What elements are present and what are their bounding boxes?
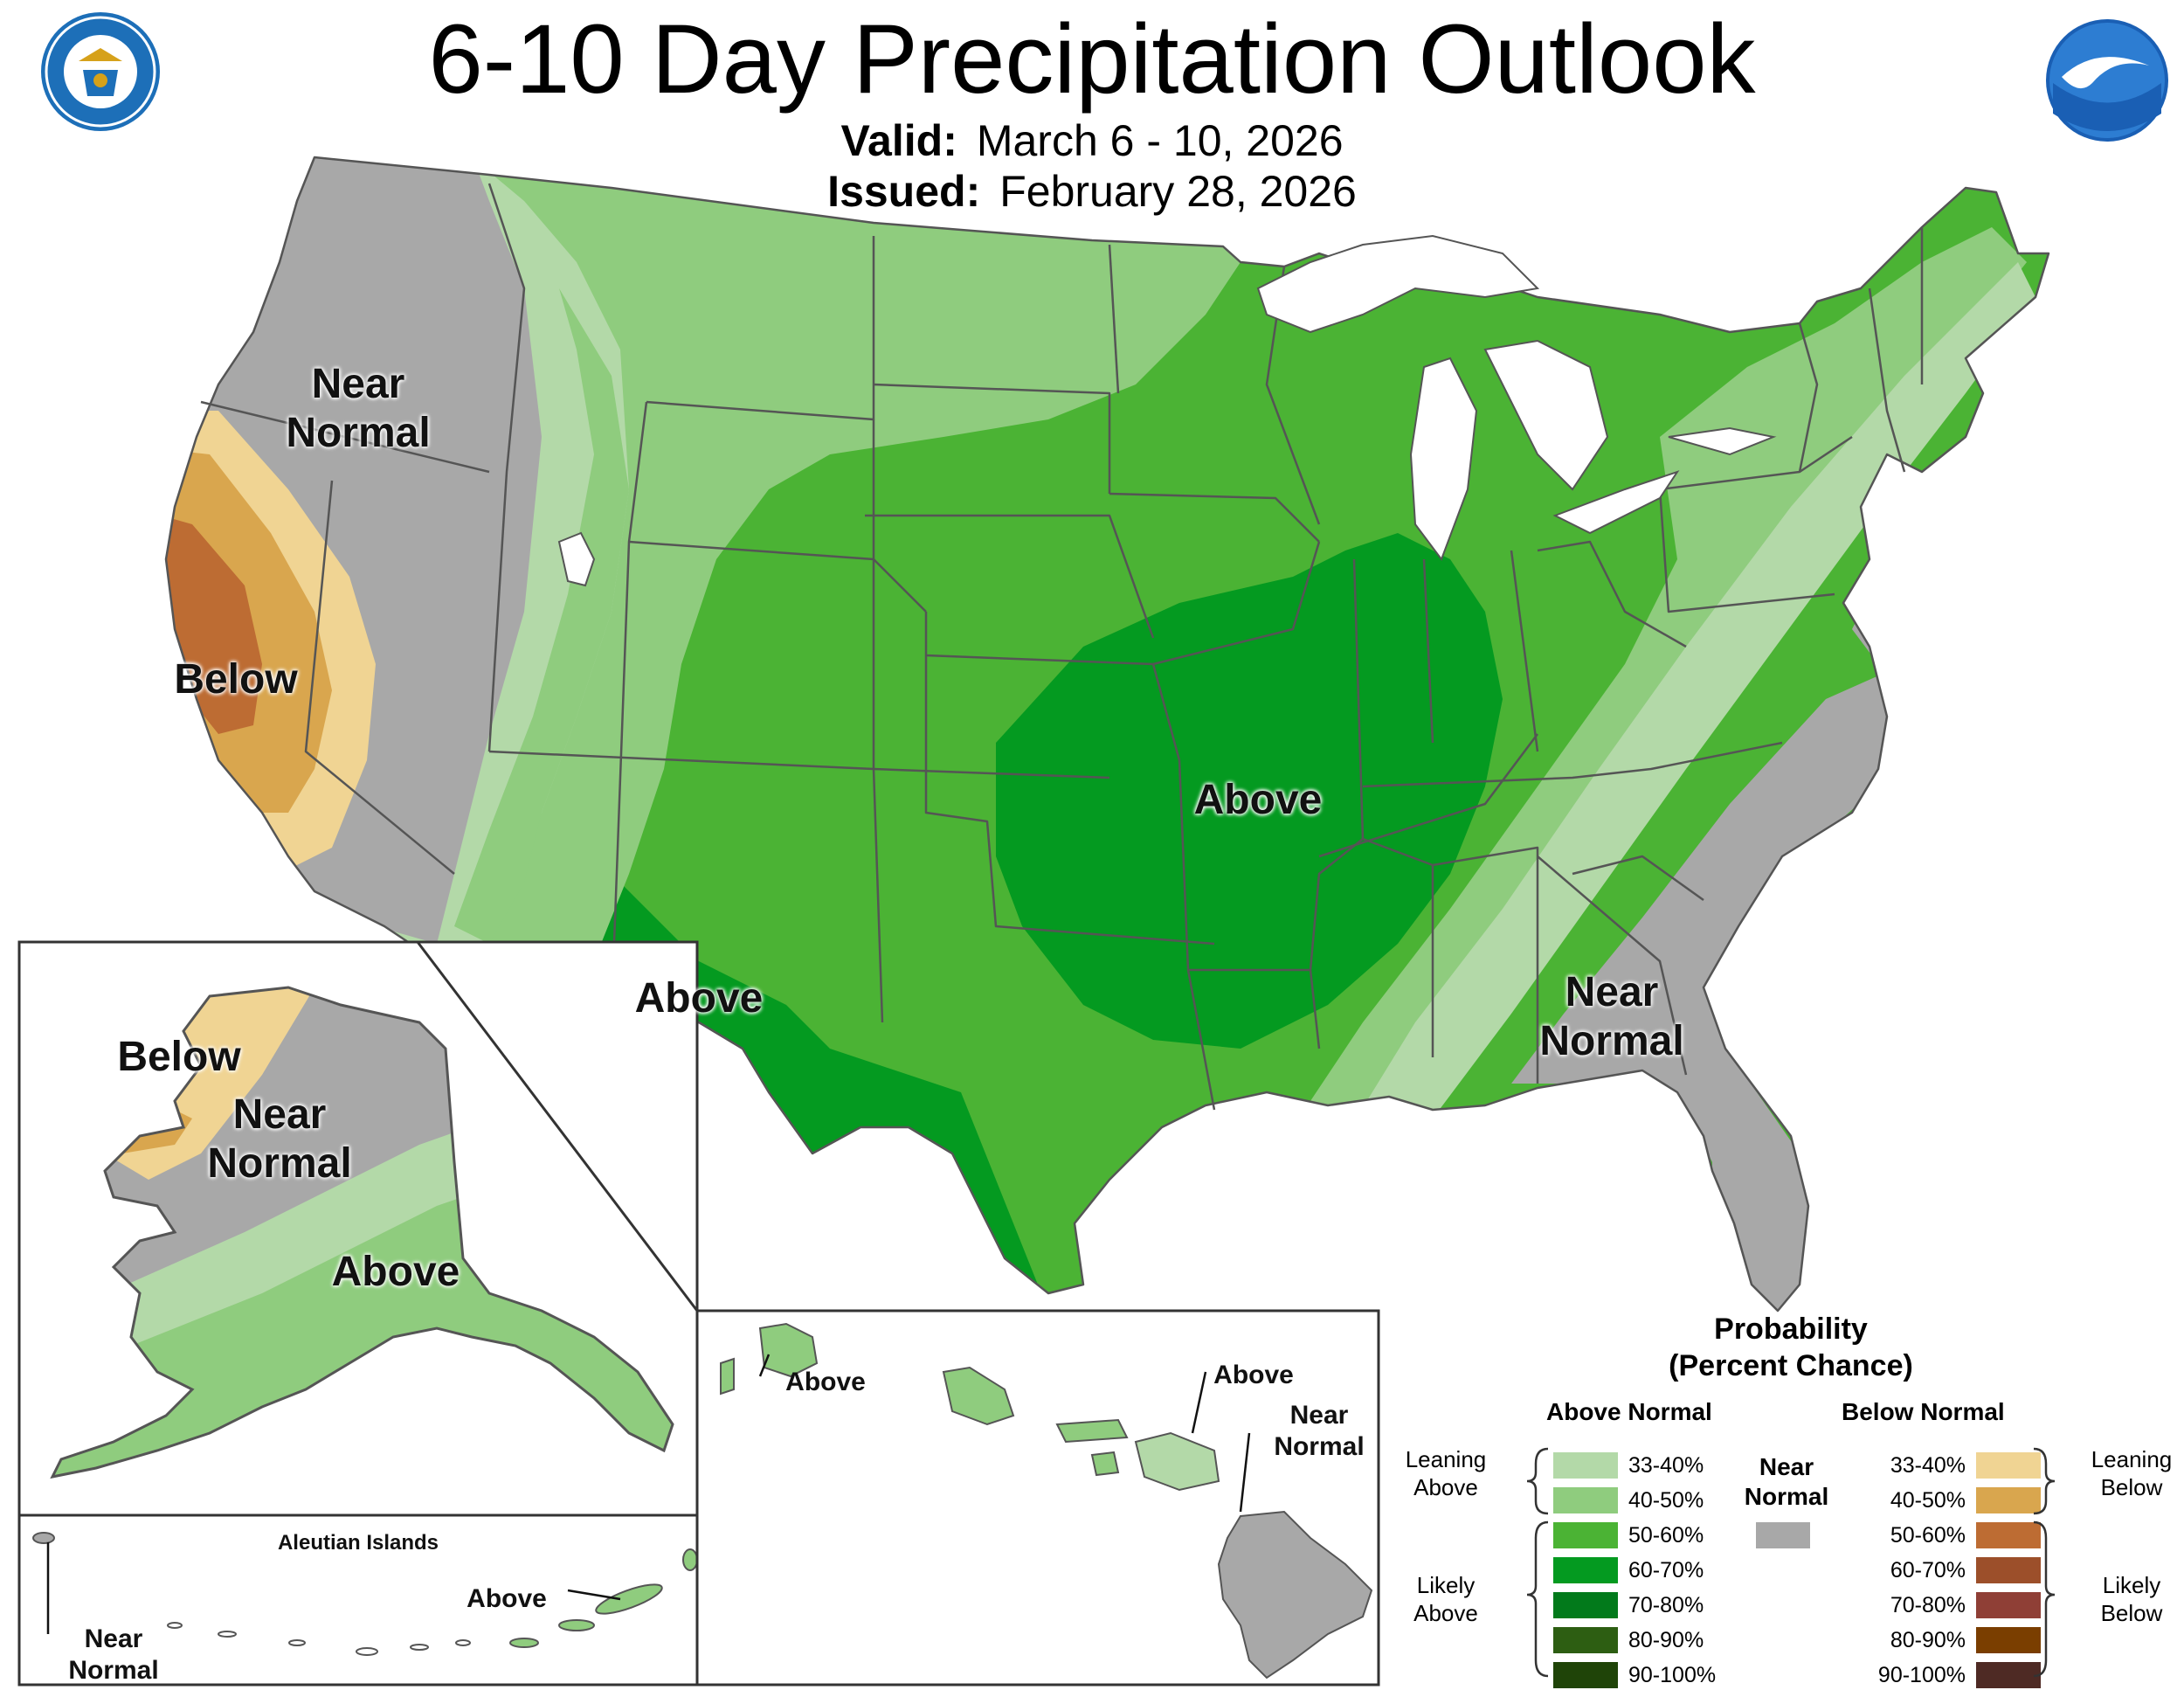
lake-ontario xyxy=(1668,426,1777,456)
legend: Probability (Percent Chance) Above Norma… xyxy=(1398,1311,2184,1688)
legend-below-swatch xyxy=(1976,1452,2041,1479)
aleutian-title: Aleutian Islands xyxy=(277,1531,439,1555)
legend-above-row: 40-50% xyxy=(1553,1486,1731,1515)
molokai xyxy=(1055,1418,1129,1444)
legend-below-row: 33-40% xyxy=(1863,1451,2041,1480)
conus-above-33-40-east xyxy=(1345,262,2035,1136)
legend-leaning-above: Leaning Above xyxy=(1405,1446,1487,1500)
legend-below-row: 40-50% xyxy=(1863,1486,2041,1515)
label-near-normal-southeast: Near Normal xyxy=(1539,969,1684,1064)
label-hawaii-near-normal: Near Normal xyxy=(1274,1401,1365,1461)
legend-above-row: 90-100% xyxy=(1553,1660,1731,1690)
legend-below-head: Below Normal xyxy=(1842,1398,2005,1425)
legend-above-row: 70-80% xyxy=(1553,1590,1731,1620)
maui xyxy=(1134,1431,1220,1492)
legend-above-label: 60-70% xyxy=(1628,1557,1704,1583)
hawaii-inset xyxy=(695,1309,1380,1687)
legend-below-row: 90-100% xyxy=(1863,1660,2041,1690)
legend-below-label: 70-80% xyxy=(1890,1592,1966,1617)
department-of-commerce-seal xyxy=(41,12,160,131)
conus-above-40-50-west-inner xyxy=(454,288,629,944)
legend-below-row: 70-80% xyxy=(1863,1590,2041,1620)
lake-erie xyxy=(1552,470,1680,535)
aleutian-inset xyxy=(17,1513,699,1687)
legend-above-swatch xyxy=(1553,1452,1618,1479)
noaa-logo xyxy=(2046,19,2168,142)
legend-above-swatch xyxy=(1553,1522,1618,1548)
page-title: 6-10 Day Precipitation Outlook xyxy=(428,4,1756,114)
legend-above-row: 33-40% xyxy=(1553,1451,1731,1480)
legend-below-label: 40-50% xyxy=(1890,1487,1966,1513)
legend-below-row: 80-90% xyxy=(1863,1625,2041,1655)
legend-above-row: 60-70% xyxy=(1553,1555,1731,1585)
legend-above-label: 70-80% xyxy=(1628,1592,1704,1617)
label-aleutian-above: Above xyxy=(467,1584,547,1613)
legend-below-label: 60-70% xyxy=(1890,1557,1966,1583)
niihau xyxy=(720,1357,735,1396)
conus-above-40-50-north xyxy=(454,157,1241,1005)
oahu xyxy=(942,1366,1015,1426)
legend-above-label: 50-60% xyxy=(1628,1522,1704,1548)
legend-above-label: 40-50% xyxy=(1628,1487,1704,1513)
legend-above-swatch xyxy=(1553,1627,1618,1653)
lake-huron xyxy=(1483,339,1609,491)
legend-above-row: 80-90% xyxy=(1553,1625,1731,1655)
lake-superior xyxy=(1256,234,1540,334)
legend-below-label: 50-60% xyxy=(1890,1522,1966,1548)
legend-above-label: 33-40% xyxy=(1628,1452,1704,1478)
legend-above-swatch xyxy=(1553,1662,1618,1688)
big-island xyxy=(1217,1510,1373,1680)
legend-near-swatch xyxy=(1756,1522,1810,1548)
legend-leaning-below: Leaning Below xyxy=(2091,1446,2173,1500)
issued-value: February 28, 2026 xyxy=(999,167,1357,216)
legend-below-row: 60-70% xyxy=(1863,1555,2041,1585)
legend-braces xyxy=(1526,1447,2056,1678)
legend-below-swatch xyxy=(1976,1557,2041,1583)
legend-below-label: 33-40% xyxy=(1890,1452,1966,1478)
label-alaska-above: Above xyxy=(331,1249,460,1295)
issued-line: Issued: February 28, 2026 xyxy=(0,166,2184,217)
label-above-central: Above xyxy=(1193,777,1323,823)
label-below-california: Below xyxy=(174,656,298,703)
legend-below-label: 80-90% xyxy=(1890,1627,1966,1652)
lanai xyxy=(1090,1451,1120,1477)
lake-michigan xyxy=(1409,357,1478,562)
legend-below-label: 90-100% xyxy=(1877,1662,1966,1687)
legend-above-label: 80-90% xyxy=(1628,1627,1704,1652)
legend-above-swatch xyxy=(1553,1592,1618,1618)
legend-below-swatch xyxy=(1976,1592,2041,1618)
valid-line: Valid: March 6 - 10, 2026 xyxy=(0,115,2184,166)
label-aleutian-near-normal: Near Normal xyxy=(68,1624,159,1685)
legend-below-swatch xyxy=(1976,1487,2041,1513)
legend-below-swatch xyxy=(1976,1522,2041,1548)
legend-near-head: Near Normal xyxy=(1744,1453,1829,1510)
conus-near-normal-southeast xyxy=(1511,664,1922,1311)
label-hawaii-above-kauai: Above xyxy=(785,1368,866,1396)
issued-key: Issued: xyxy=(827,167,981,216)
valid-value: March 6 - 10, 2026 xyxy=(976,116,1344,165)
label-near-normal-west: Near Normal xyxy=(286,361,431,456)
label-alaska-near-normal: Near Normal xyxy=(207,1091,352,1187)
legend-title-1: Probability xyxy=(1714,1313,1868,1346)
legend-below-swatch xyxy=(1976,1627,2041,1653)
conus-below-50-60 xyxy=(166,507,262,734)
label-alaska-below: Below xyxy=(117,1034,241,1080)
valid-key: Valid: xyxy=(840,116,957,165)
conus-map xyxy=(164,156,2050,1313)
legend-below-row: 50-60% xyxy=(1863,1520,2041,1550)
alaska-inset xyxy=(17,940,699,1517)
legend-likely-above: Likely Above xyxy=(1413,1572,1478,1626)
legend-below-swatch xyxy=(1976,1662,2041,1688)
great-salt-lake xyxy=(557,531,596,587)
legend-above-head: Above Normal xyxy=(1546,1398,1712,1425)
legend-likely-below: Likely Below xyxy=(2100,1572,2163,1626)
legend-above-row: 50-60% xyxy=(1553,1520,1731,1550)
legend-above-label: 90-100% xyxy=(1628,1662,1717,1687)
label-hawaii-above-maui: Above xyxy=(1213,1361,1294,1389)
legend-title-2: (Percent Chance) xyxy=(1669,1349,1913,1382)
legend-above-swatch xyxy=(1553,1487,1618,1513)
label-above-southwest: Above xyxy=(634,975,764,1022)
legend-above-swatch xyxy=(1553,1557,1618,1583)
